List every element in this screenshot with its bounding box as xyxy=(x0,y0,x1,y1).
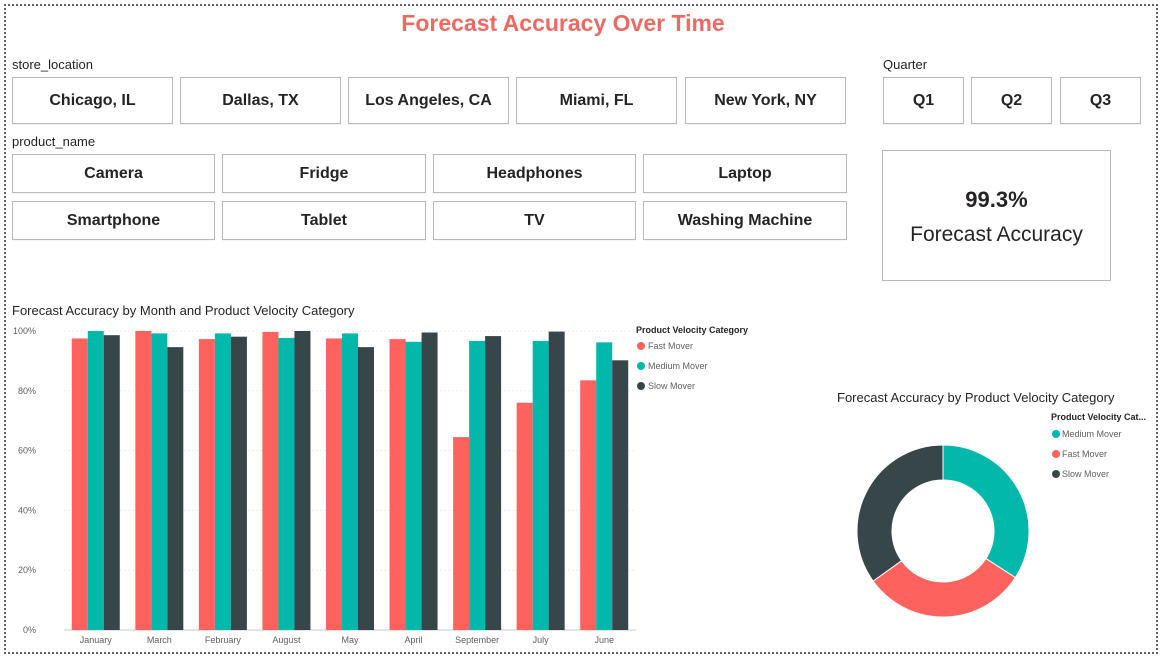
bar-slow-mover-january[interactable] xyxy=(103,335,120,630)
kpi-value: 99.3% xyxy=(965,187,1028,212)
bar-medium-mover-august[interactable] xyxy=(278,337,295,630)
slicer-item-miami[interactable]: Miami, FL xyxy=(516,77,677,124)
y-tick-label: 60% xyxy=(18,446,36,456)
donut-legend-title: Product Velocity Cat... xyxy=(1051,412,1146,422)
donut-slice-slow-mover[interactable] xyxy=(856,444,944,582)
legend-item-slow-mover[interactable]: Slow Mover xyxy=(648,381,695,391)
y-tick-label: 0% xyxy=(23,625,36,635)
legend-marker-fast-mover xyxy=(637,342,645,350)
donut-chart-title: Forecast Accuracy by Product Velocity Ca… xyxy=(837,390,1115,405)
bar-fast-mover-march[interactable] xyxy=(135,331,152,630)
donut-legend-item-medium-mover[interactable]: Medium Mover xyxy=(1062,429,1122,439)
y-tick-label: 20% xyxy=(18,565,36,575)
bar-slow-mover-may[interactable] xyxy=(358,347,374,630)
bar-chart-title: Forecast Accuracy by Month and Product V… xyxy=(12,303,355,318)
bar-slow-mover-june[interactable] xyxy=(612,360,629,630)
x-tick-label: January xyxy=(80,635,113,645)
x-tick-label: September xyxy=(455,635,499,645)
slicer-item-smartphone[interactable]: Smartphone xyxy=(12,201,215,240)
x-tick-label: February xyxy=(205,635,242,645)
slicer-item-tablet[interactable]: Tablet xyxy=(222,201,426,240)
slicer-item-new-york[interactable]: New York, NY xyxy=(685,77,846,124)
bar-fast-mover-february[interactable] xyxy=(198,339,215,630)
bar-fast-mover-may[interactable] xyxy=(326,338,342,630)
bar-medium-mover-july[interactable] xyxy=(532,340,549,630)
donut-slice-fast-mover[interactable] xyxy=(872,557,1017,618)
donut-legend-marker-slow-mover xyxy=(1052,470,1060,478)
y-tick-label: 80% xyxy=(18,386,36,396)
donut-slice-medium-mover[interactable] xyxy=(942,444,1030,579)
quarter-slicer-label: Quarter xyxy=(883,57,928,72)
bar-slow-mover-february[interactable] xyxy=(230,336,247,630)
kpi-label: Forecast Accuracy xyxy=(910,223,1083,246)
legend-marker-medium-mover xyxy=(637,362,645,370)
slicer-item-chicago[interactable]: Chicago, IL xyxy=(12,77,173,124)
slicer-item-tv[interactable]: TV xyxy=(433,201,636,240)
bar-fast-mover-august[interactable] xyxy=(262,331,279,630)
legend-item-medium-mover[interactable]: Medium Mover xyxy=(648,361,708,371)
bar-medium-mover-march[interactable] xyxy=(151,333,168,630)
report-canvas xyxy=(4,4,1158,654)
slicer-item-q2[interactable]: Q2 xyxy=(971,77,1052,124)
page-title: Forecast Accuracy Over Time xyxy=(401,10,725,36)
x-tick-label: March xyxy=(147,635,172,645)
donut-legend-item-fast-mover[interactable]: Fast Mover xyxy=(1062,449,1107,459)
slicer-item-camera[interactable]: Camera xyxy=(12,154,215,193)
slicer-item-headphones[interactable]: Headphones xyxy=(433,154,636,193)
bar-slow-mover-september[interactable] xyxy=(485,336,502,630)
y-tick-label: 40% xyxy=(18,505,36,515)
x-tick-label: April xyxy=(405,635,423,645)
bar-fast-mover-june[interactable] xyxy=(580,380,597,630)
legend-marker-slow-mover xyxy=(637,382,645,390)
bar-medium-mover-may[interactable] xyxy=(342,333,358,630)
kpi-card: 99.3% Forecast Accuracy xyxy=(882,150,1111,281)
bar-chart: 0% 20% 40% 60% 80% 100% January March February Au… xyxy=(13,325,748,645)
bar-medium-mover-january[interactable] xyxy=(87,331,104,630)
bar-fast-mover-january[interactable] xyxy=(71,338,88,630)
donut-legend-marker-medium-mover xyxy=(1052,430,1060,438)
bar-fast-mover-september[interactable] xyxy=(453,437,470,630)
store-location-slicer-label: store_location xyxy=(12,57,93,72)
slicer-item-dallas[interactable]: Dallas, TX xyxy=(180,77,341,124)
bar-fast-mover-april[interactable] xyxy=(389,339,406,630)
y-tick-label: 100% xyxy=(13,326,36,336)
legend-item-fast-mover[interactable]: Fast Mover xyxy=(648,341,693,351)
bar-medium-mover-september[interactable] xyxy=(469,340,486,630)
slicer-item-q1[interactable]: Q1 xyxy=(883,77,964,124)
bar-fast-mover-july[interactable] xyxy=(516,402,533,630)
x-tick-label: July xyxy=(533,635,550,645)
product-name-slicer-label: product_name xyxy=(12,134,96,149)
bar-slow-mover-august[interactable] xyxy=(294,331,311,630)
x-tick-label: August xyxy=(272,635,301,645)
bar-legend-title: Product Velocity Category xyxy=(636,325,748,335)
slicer-item-q3[interactable]: Q3 xyxy=(1060,77,1141,124)
donut-legend-marker-fast-mover xyxy=(1052,450,1060,458)
bar-medium-mover-april[interactable] xyxy=(405,341,422,630)
donut-chart: Product Velocity Cat... Medium Mover Fast … xyxy=(856,412,1146,618)
slicer-item-laptop[interactable]: Laptop xyxy=(643,154,847,193)
bar-slow-mover-march[interactable] xyxy=(167,347,184,630)
bar-medium-mover-february[interactable] xyxy=(214,333,231,630)
donut-legend-item-slow-mover[interactable]: Slow Mover xyxy=(1062,469,1109,479)
slicer-item-los-angeles[interactable]: Los Angeles, CA xyxy=(348,77,509,124)
slicer-item-fridge[interactable]: Fridge xyxy=(222,154,426,193)
x-tick-label: June xyxy=(594,635,614,645)
bar-slow-mover-july[interactable] xyxy=(548,331,565,630)
x-tick-label: May xyxy=(341,635,359,645)
bar-medium-mover-june[interactable] xyxy=(596,342,613,630)
slicer-item-washing-machine[interactable]: Washing Machine xyxy=(643,201,847,240)
bar-slow-mover-april[interactable] xyxy=(421,332,438,630)
